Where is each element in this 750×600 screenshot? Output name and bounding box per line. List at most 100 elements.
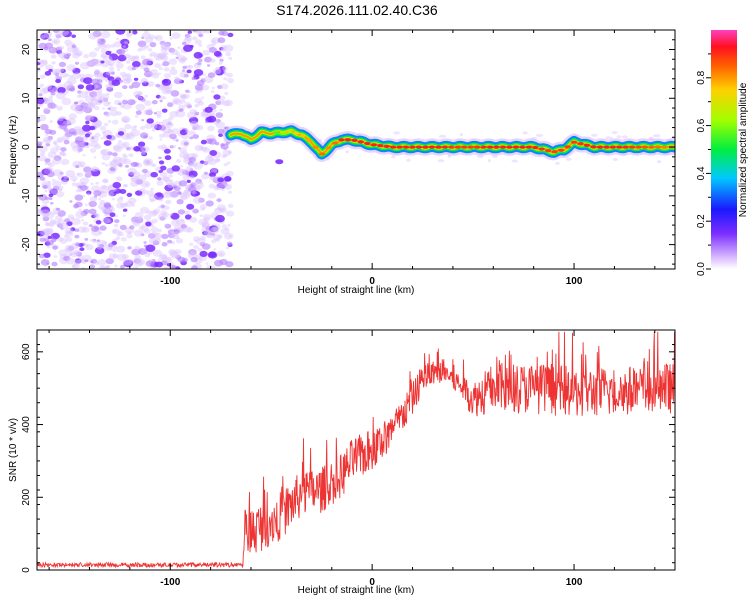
- noise-speckle: [201, 96, 205, 99]
- noise-speckle: [194, 103, 200, 108]
- noise-speckle: [125, 73, 132, 78]
- signal-core: [493, 145, 500, 149]
- noise-speckle: [43, 32, 52, 39]
- noise-speckle: [101, 162, 106, 165]
- noise-speckle: [63, 234, 69, 239]
- noise-speckle: [66, 44, 70, 47]
- noise-speckle: [102, 178, 109, 184]
- signal-core: [590, 145, 597, 149]
- noise-speckle: [171, 266, 176, 269]
- noise-speckle: [64, 244, 75, 252]
- noise-speckle: [49, 89, 54, 93]
- spectrogram-frame: [36, 29, 676, 270]
- noise-speckle: [129, 146, 135, 151]
- noise-speckle: [123, 41, 129, 45]
- noise-speckle: [224, 227, 230, 231]
- noise-speckle: [111, 79, 121, 86]
- noise-speckle: [148, 34, 156, 40]
- noise-speckle: [127, 246, 132, 250]
- noise-speckle: [74, 47, 80, 51]
- noise-speckle: [120, 202, 127, 208]
- noise-speckle: [165, 179, 173, 185]
- noise-speckle: [139, 81, 143, 85]
- noise-speckle: [71, 145, 80, 152]
- noise-speckle: [198, 43, 203, 47]
- noise-speckle: [77, 84, 85, 90]
- noise-speckle: [121, 115, 131, 123]
- noise-speckle: [200, 207, 206, 211]
- noise-speckle: [92, 238, 97, 242]
- noise-speckle: [50, 232, 60, 240]
- noise-speckle: [52, 179, 56, 182]
- signal-core: [557, 148, 565, 152]
- signal-core: [383, 144, 390, 148]
- noise-speckle: [122, 153, 127, 157]
- noise-speckle: [158, 169, 163, 174]
- noise-speckle: [179, 71, 189, 78]
- noise-speckle: [112, 158, 118, 163]
- noise-speckle: [84, 238, 89, 241]
- noise-speckle: [145, 244, 156, 252]
- noise-speckle: [59, 68, 65, 72]
- noise-speckle: [211, 42, 217, 46]
- faint-speckle: [511, 159, 518, 163]
- noise-speckle: [146, 81, 155, 87]
- noise-speckle: [108, 53, 119, 61]
- noise-speckle: [58, 185, 64, 190]
- noise-speckle: [89, 196, 98, 202]
- noise-speckle: [84, 259, 89, 263]
- noise-speckle: [95, 220, 102, 225]
- noise-speckle: [94, 132, 101, 138]
- noise-speckle: [96, 239, 100, 242]
- noise-speckle: [55, 78, 61, 84]
- noise-speckle: [173, 225, 182, 231]
- noise-speckle: [78, 161, 86, 168]
- signal-core: [629, 145, 636, 149]
- noise-speckle: [188, 186, 197, 193]
- noise-speckle: [148, 194, 158, 202]
- noise-speckle: [108, 189, 117, 197]
- noise-speckle: [153, 192, 164, 200]
- noise-speckle: [71, 131, 78, 136]
- noise-speckle: [46, 85, 53, 90]
- noise-speckle: [106, 219, 113, 224]
- noise-speckle: [45, 222, 51, 227]
- noise-speckle: [175, 218, 186, 226]
- noise-speckle: [145, 260, 155, 267]
- noise-speckle: [189, 109, 197, 115]
- noise-speckle: [209, 225, 219, 233]
- noise-speckle: [97, 91, 103, 95]
- noise-speckle: [131, 248, 141, 256]
- noise-speckle: [43, 168, 53, 175]
- noise-speckle: [201, 228, 206, 232]
- noise-speckle: [66, 84, 75, 92]
- noise-speckle: [47, 151, 57, 159]
- signal-core: [654, 145, 662, 149]
- noise-speckle: [60, 68, 66, 73]
- noise-speckle: [98, 244, 105, 249]
- noise-speckle: [40, 33, 50, 40]
- noise-speckle: [72, 179, 76, 182]
- noise-speckle: [173, 229, 180, 234]
- noise-speckle: [63, 120, 68, 125]
- noise-speckle: [160, 204, 166, 209]
- noise-speckle: [215, 100, 222, 106]
- noise-speckle: [175, 56, 179, 59]
- noise-speckle: [126, 192, 133, 197]
- noise-speckle: [93, 156, 97, 159]
- noise-speckle: [101, 130, 106, 134]
- noise-speckle: [193, 110, 198, 114]
- noise-speckle: [224, 176, 232, 182]
- noise-speckle: [107, 60, 116, 67]
- noise-speckle: [223, 44, 234, 52]
- noise-speckle: [98, 265, 107, 269]
- noise-speckle: [214, 141, 220, 146]
- noise-speckle: [197, 100, 205, 106]
- noise-speckle: [50, 91, 56, 96]
- noise-speckle: [161, 108, 168, 113]
- noise-speckle: [221, 188, 225, 191]
- noise-speckle: [158, 133, 165, 139]
- noise-speckle: [77, 148, 83, 152]
- noise-speckle: [210, 226, 219, 234]
- noise-speckle: [201, 220, 210, 228]
